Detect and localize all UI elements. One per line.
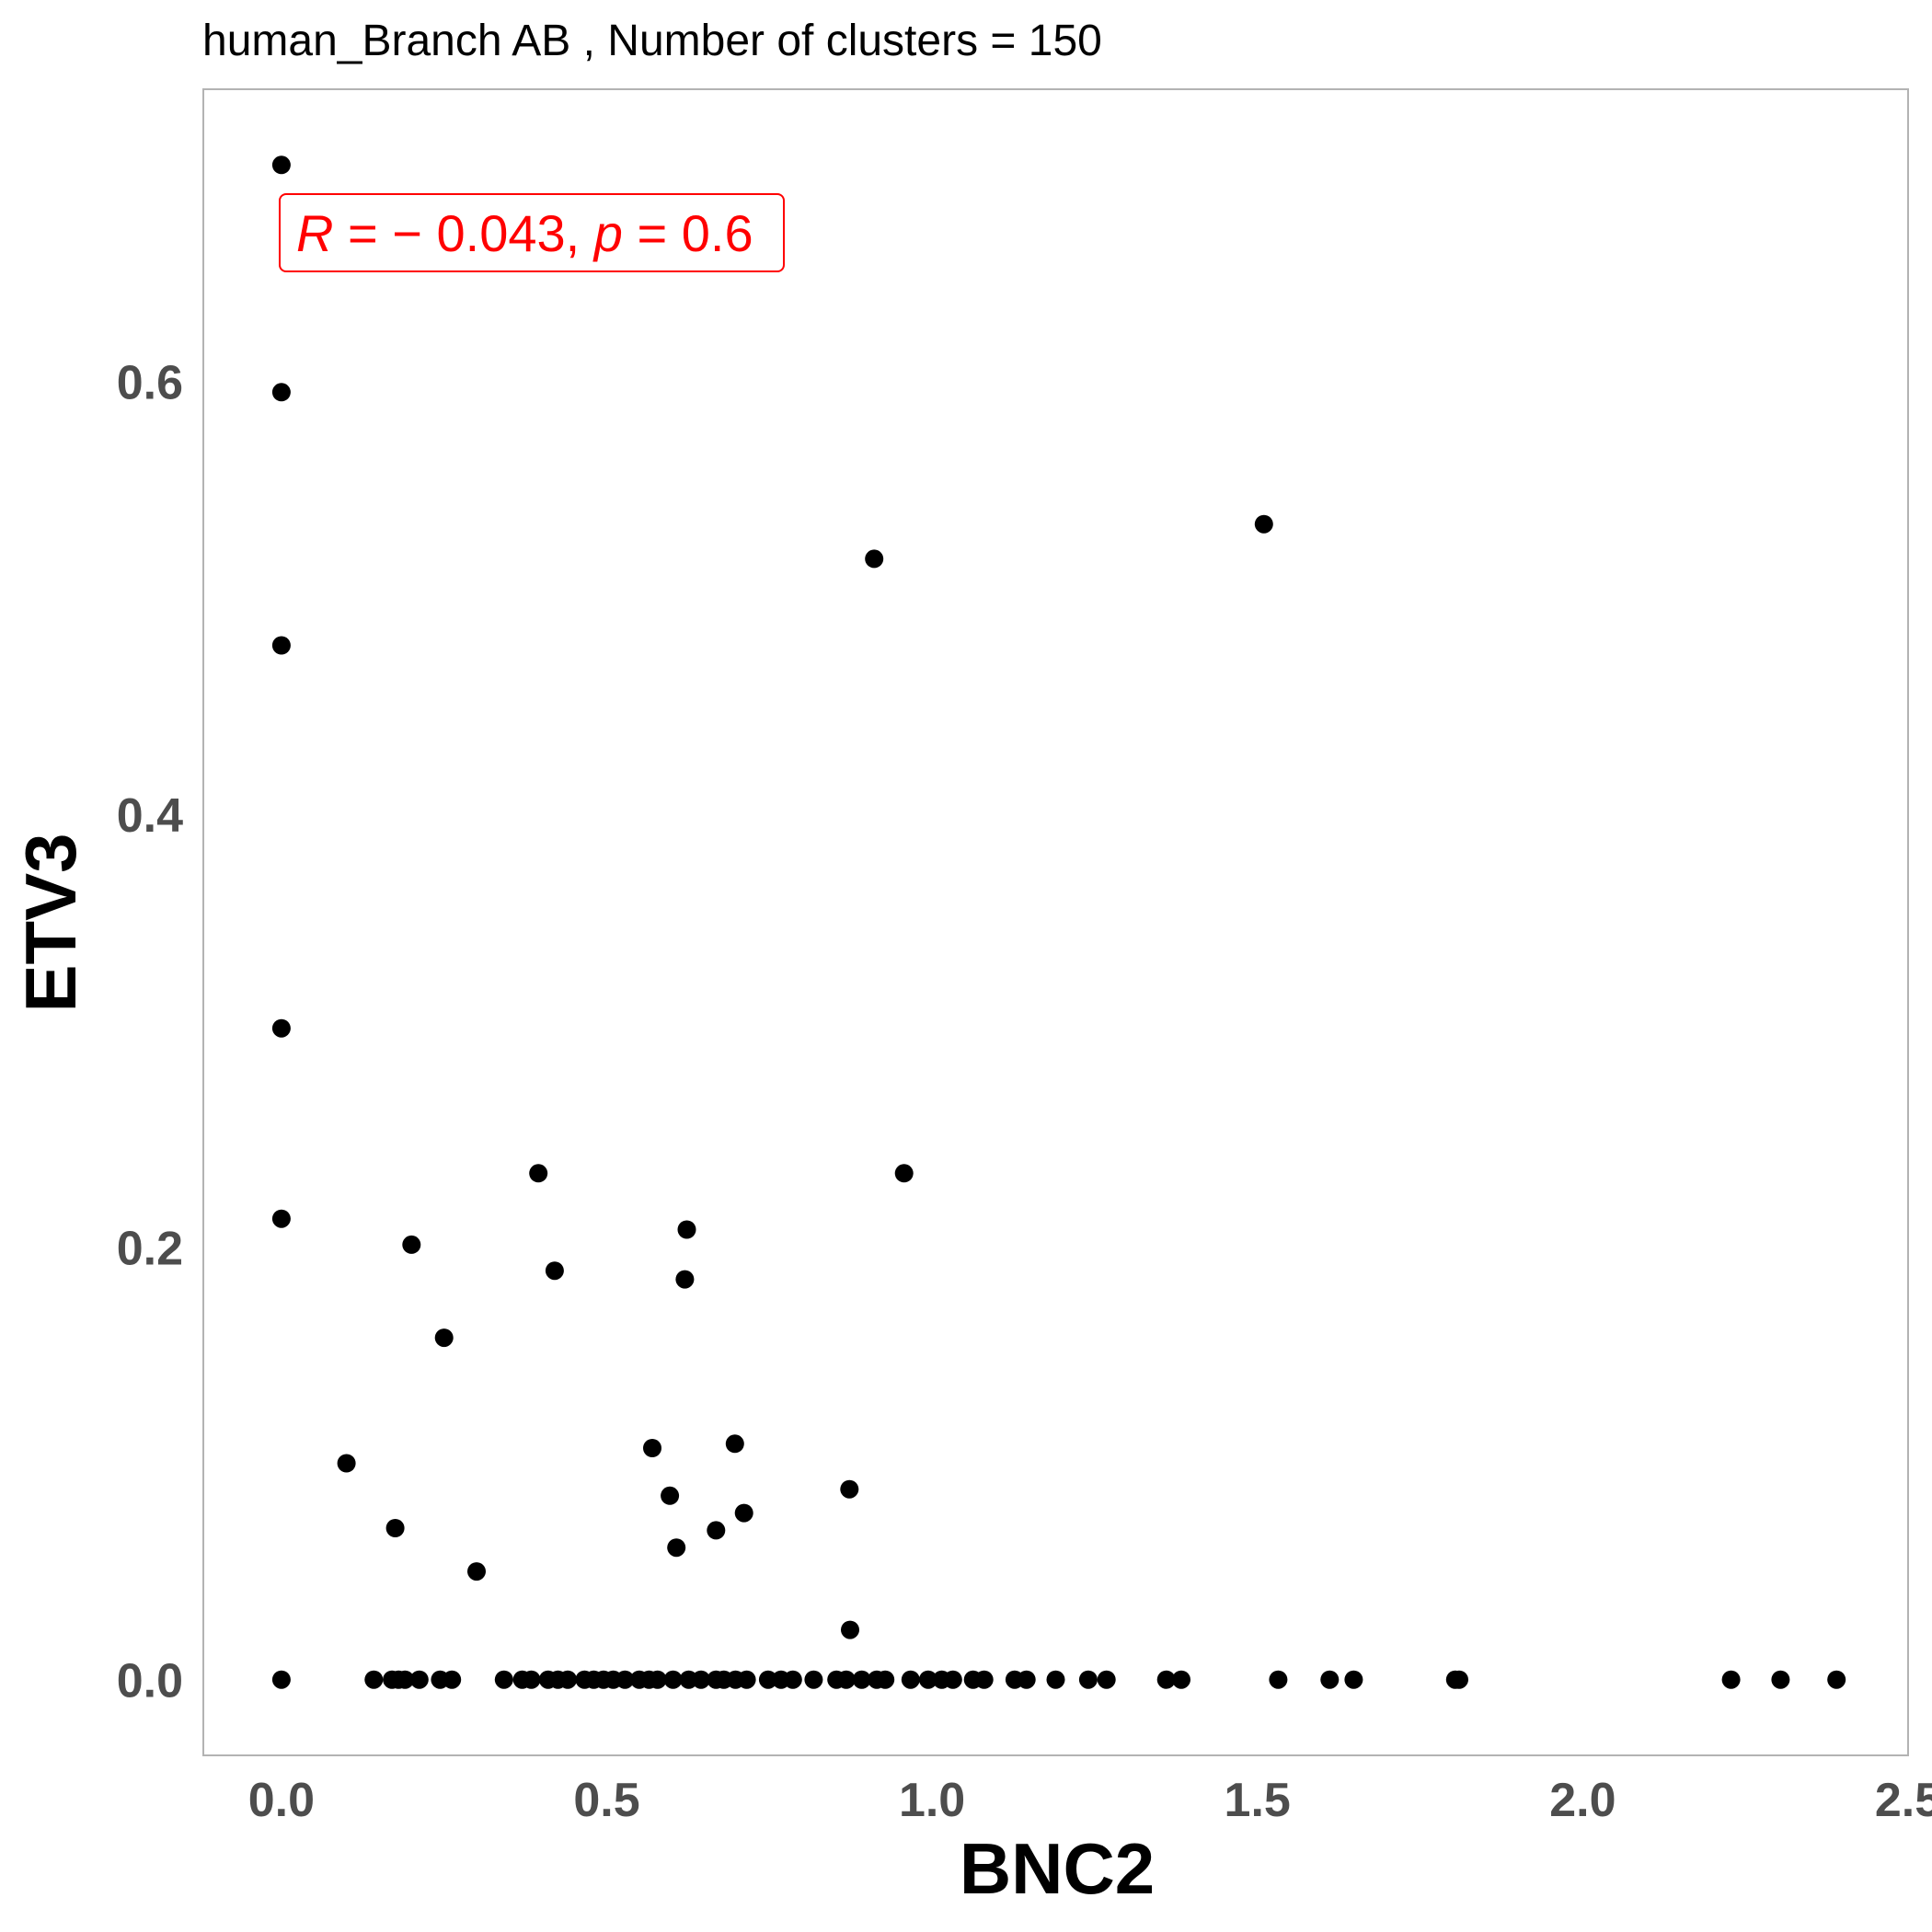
annotation-r-symbol: R (296, 204, 333, 262)
data-point (841, 1620, 859, 1639)
correlation-annotation: R = − 0.043, p = 0.6 (279, 193, 785, 272)
data-point (677, 1220, 696, 1239)
y-tick-label: 0.0 (117, 1655, 183, 1708)
data-point (1254, 514, 1273, 534)
data-point (558, 1670, 578, 1689)
data-point (675, 1270, 695, 1289)
data-point (364, 1670, 384, 1689)
data-point (522, 1670, 541, 1689)
data-point (545, 1261, 564, 1281)
data-point (901, 1670, 920, 1689)
data-point (1017, 1670, 1036, 1689)
data-point (643, 1439, 661, 1457)
data-point (1721, 1670, 1741, 1689)
data-point (840, 1479, 859, 1499)
data-point (692, 1670, 710, 1689)
data-point (271, 1670, 291, 1689)
y-tick-label: 0.2 (117, 1222, 183, 1275)
data-point (271, 155, 291, 175)
data-point (467, 1562, 486, 1581)
data-point (707, 1521, 726, 1540)
x-tick-label: 0.0 (248, 1774, 315, 1827)
data-point (876, 1670, 895, 1689)
data-point (894, 1164, 914, 1183)
data-point (409, 1670, 429, 1689)
data-point (271, 636, 291, 655)
data-point (943, 1670, 962, 1689)
data-point (725, 1434, 744, 1454)
data-point (918, 1670, 937, 1689)
data-point (663, 1670, 683, 1689)
data-point (1269, 1670, 1288, 1689)
data-point (783, 1670, 802, 1689)
x-tick-label: 2.0 (1549, 1774, 1616, 1827)
data-point (385, 1519, 405, 1537)
y-tick-label: 0.6 (117, 357, 183, 410)
chart-title: human_Branch AB , Number of clusters = 1… (202, 17, 1102, 65)
data-point (836, 1670, 856, 1689)
x-tick-label: 1.5 (1225, 1774, 1291, 1827)
data-point (648, 1670, 667, 1689)
data-point (529, 1164, 548, 1183)
points-layer (271, 155, 1846, 1689)
data-point (271, 1209, 291, 1228)
data-point (737, 1670, 756, 1689)
data-point (734, 1503, 753, 1523)
data-point (804, 1670, 823, 1689)
data-point (758, 1670, 777, 1689)
data-point (402, 1235, 421, 1254)
data-point (865, 549, 884, 569)
data-point (1156, 1670, 1176, 1689)
data-point (1771, 1670, 1790, 1689)
data-point (974, 1670, 994, 1689)
data-point (396, 1670, 415, 1689)
data-point (443, 1670, 462, 1689)
data-point (1320, 1670, 1340, 1689)
data-point (1078, 1670, 1098, 1689)
annotation-text: R = − 0.043, p = 0.6 (296, 204, 753, 262)
y-axis-ticks: 0.0 0.2 0.4 0.6 (117, 357, 183, 1708)
data-point (1450, 1670, 1468, 1689)
data-point (667, 1538, 686, 1558)
data-point (615, 1670, 635, 1689)
data-point (852, 1670, 871, 1689)
data-point (271, 1018, 291, 1038)
x-axis-ticks: 0.0 0.5 1.0 1.5 2.0 2.5 (248, 1774, 1932, 1827)
data-point (1046, 1670, 1065, 1689)
x-tick-label: 2.5 (1875, 1774, 1932, 1827)
x-tick-label: 1.0 (899, 1774, 965, 1827)
annotation-p-symbol: p (592, 204, 623, 262)
data-point (494, 1670, 513, 1689)
data-point (271, 383, 291, 402)
data-point (434, 1328, 454, 1348)
x-tick-label: 0.5 (573, 1774, 639, 1827)
data-point (661, 1486, 680, 1505)
data-point (1097, 1670, 1116, 1689)
plot-frame (202, 88, 1909, 1756)
x-axis-title: BNC2 (960, 1828, 1155, 1909)
y-axis-title: ETV3 (10, 833, 91, 1012)
y-tick-label: 0.4 (117, 789, 183, 843)
annotation-box (279, 193, 785, 272)
data-point (337, 1454, 356, 1473)
data-point (1172, 1670, 1190, 1689)
data-point (1827, 1670, 1846, 1689)
annotation-r-value: = − 0.043, (333, 204, 593, 262)
annotation-p-value: = 0.6 (623, 204, 753, 262)
data-point (1344, 1670, 1363, 1689)
